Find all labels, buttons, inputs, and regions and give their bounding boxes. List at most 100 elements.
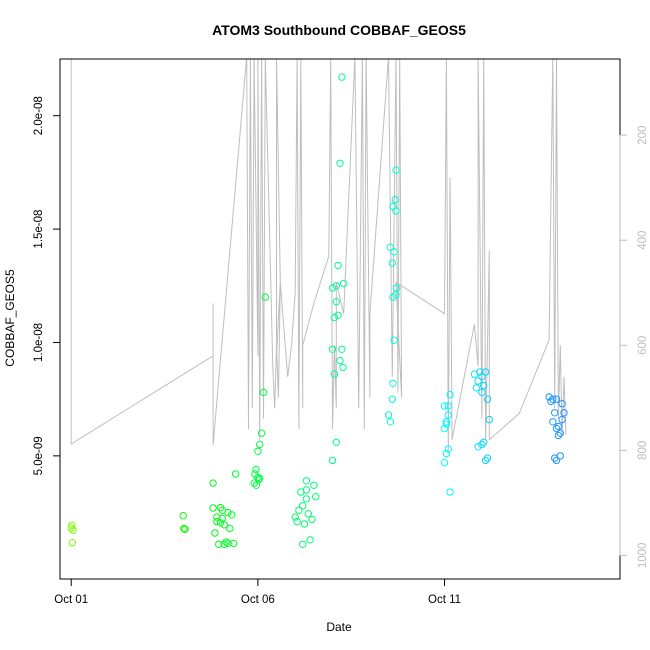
data-point — [328, 345, 337, 353]
data-point — [220, 540, 229, 548]
data-point — [256, 440, 264, 449]
y-tick-label: 2.0e-08 — [33, 96, 45, 135]
data-point — [69, 526, 77, 534]
pressure-line — [70, 59, 567, 451]
data-point — [330, 313, 339, 322]
data-point — [215, 540, 223, 548]
data-point — [336, 356, 344, 365]
data-point — [310, 481, 318, 489]
data-point — [388, 395, 396, 403]
data-point — [332, 298, 340, 306]
data-point — [390, 248, 398, 256]
data-point — [180, 524, 188, 533]
data-point — [254, 447, 262, 455]
data-point — [481, 456, 490, 465]
data-point — [389, 379, 397, 387]
data-point — [476, 368, 484, 376]
data-point — [261, 293, 269, 301]
data-point — [213, 517, 221, 526]
data-point — [68, 539, 77, 547]
y2-tick-label: 400 — [637, 231, 649, 250]
y2-tick-label: 200 — [637, 126, 649, 145]
data-point — [68, 521, 76, 529]
data-point — [291, 513, 299, 521]
data-point — [299, 502, 307, 510]
data-point — [384, 411, 393, 419]
data-point — [392, 166, 400, 174]
data-point — [254, 476, 263, 484]
data-point — [295, 506, 303, 514]
data-point — [302, 477, 311, 485]
data-point — [306, 536, 314, 544]
x-tick-label: Oct 06 — [241, 594, 275, 606]
data-point — [393, 284, 401, 292]
data-point — [252, 465, 260, 474]
data-point — [256, 474, 264, 483]
data-point — [480, 438, 488, 446]
data-point — [209, 479, 217, 487]
data-point — [390, 336, 398, 344]
data-point — [389, 293, 397, 301]
data-point — [386, 418, 395, 426]
data-point — [560, 409, 568, 417]
data-point — [551, 409, 559, 417]
data-point — [558, 400, 566, 408]
data-point — [391, 195, 399, 204]
data-point — [216, 519, 225, 527]
data-point — [338, 345, 346, 353]
data-point — [483, 395, 492, 403]
data-point — [480, 381, 488, 390]
data-point — [224, 539, 232, 547]
data-point — [228, 511, 236, 519]
data-point — [293, 517, 301, 526]
data-point — [259, 388, 268, 397]
data-point — [388, 259, 396, 267]
data-point — [442, 418, 451, 426]
data-point — [211, 529, 219, 537]
y-axis-label: COBBAF_GEOS5 — [3, 269, 17, 367]
data-point — [440, 402, 449, 410]
plot-frame — [59, 58, 621, 580]
x-tick-label: Oct 01 — [54, 594, 88, 606]
data-point — [444, 445, 452, 453]
data-point — [552, 424, 561, 433]
data-point — [558, 415, 566, 424]
data-points — [67, 73, 568, 548]
data-point — [328, 284, 337, 292]
data-point — [442, 420, 451, 428]
data-point — [386, 243, 395, 251]
data-point — [179, 512, 187, 520]
data-point — [328, 456, 337, 465]
data-point — [554, 422, 563, 431]
data-point — [209, 504, 217, 512]
y2-axis: 200 400 600 800 1000 — [619, 126, 649, 568]
data-point — [392, 207, 400, 215]
data-point — [554, 431, 563, 440]
data-point — [481, 368, 490, 376]
data-point — [334, 311, 342, 319]
data-point — [444, 402, 452, 410]
data-point — [330, 370, 339, 378]
data-point — [472, 384, 480, 392]
y2-tick-label: 600 — [637, 336, 649, 355]
data-point — [478, 388, 486, 397]
data-point — [446, 488, 454, 496]
data-point — [551, 454, 559, 462]
x-axis: Oct 01 Oct 06 Oct 11 — [54, 578, 461, 606]
data-point — [334, 261, 342, 270]
y-axis: 5.0e-09 1.0e-08 1.5e-08 2.0e-08 — [33, 96, 61, 475]
data-point — [302, 495, 311, 503]
y2-tick-label: 800 — [637, 441, 649, 460]
data-point — [231, 470, 240, 478]
data-point — [552, 456, 561, 465]
y-tick-label: 1.0e-08 — [33, 323, 45, 362]
data-point — [302, 486, 311, 494]
x-axis-label: Date — [326, 620, 352, 634]
data-point — [339, 363, 347, 372]
data-point — [545, 393, 553, 401]
data-point — [332, 438, 340, 446]
data-point — [218, 506, 227, 514]
data-point — [257, 429, 266, 437]
data-point — [478, 372, 486, 381]
